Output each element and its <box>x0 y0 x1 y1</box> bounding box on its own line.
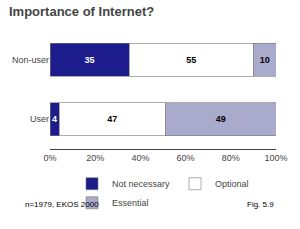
svg-text:55: 55 <box>186 55 196 65</box>
svg-text:0%: 0% <box>43 153 56 163</box>
svg-text:Non-user: Non-user <box>12 55 49 65</box>
svg-text:47: 47 <box>107 114 117 124</box>
svg-text:60%: 60% <box>177 153 195 163</box>
svg-text:Optional: Optional <box>215 179 249 189</box>
svg-text:80%: 80% <box>222 153 240 163</box>
svg-text:10: 10 <box>260 55 270 65</box>
svg-text:40%: 40% <box>131 153 149 163</box>
svg-text:Essential: Essential <box>112 198 149 208</box>
svg-text:User: User <box>30 114 49 124</box>
svg-text:Not necessary: Not necessary <box>112 179 170 189</box>
svg-text:20%: 20% <box>86 153 104 163</box>
svg-text:Fig. 5.9: Fig. 5.9 <box>247 200 274 209</box>
svg-text:35: 35 <box>85 55 95 65</box>
svg-text:100%: 100% <box>264 153 287 163</box>
svg-text:49: 49 <box>216 114 226 124</box>
svg-text:4: 4 <box>52 114 57 124</box>
svg-text:n=1979, EKOS 2000: n=1979, EKOS 2000 <box>25 200 99 209</box>
svg-text:Importance of Internet?: Importance of Internet? <box>9 4 154 19</box>
